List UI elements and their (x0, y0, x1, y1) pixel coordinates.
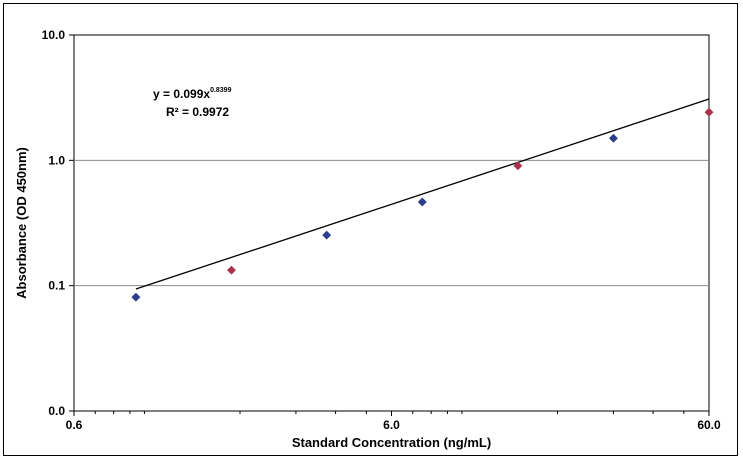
y-tick-label: 0.1 (48, 279, 65, 293)
equation-base: y = 0.099x (153, 87, 210, 101)
y-tick-label: 0.0 (48, 404, 65, 418)
y-tick-label: 1.0 (48, 153, 65, 167)
x-tick-labels: 0.6 6.0 60.0 (66, 411, 721, 432)
r-squared-label: R² = 0.9972 (166, 105, 229, 119)
x-tick-label: 0.6 (66, 418, 83, 432)
equation-exponent: 0.8399 (210, 87, 232, 94)
x-axis-title: Standard Concentration (ng/mL) (292, 435, 491, 450)
y-tick-label: 10.0 (42, 28, 66, 42)
y-tick-labels: 0.0 0.1 1.0 10.0 (42, 28, 74, 418)
x-tick-label: 60.0 (697, 418, 721, 432)
y-axis-title: Absorbance (OD 450nm) (14, 147, 29, 299)
x-tick-label: 6.0 (383, 418, 400, 432)
